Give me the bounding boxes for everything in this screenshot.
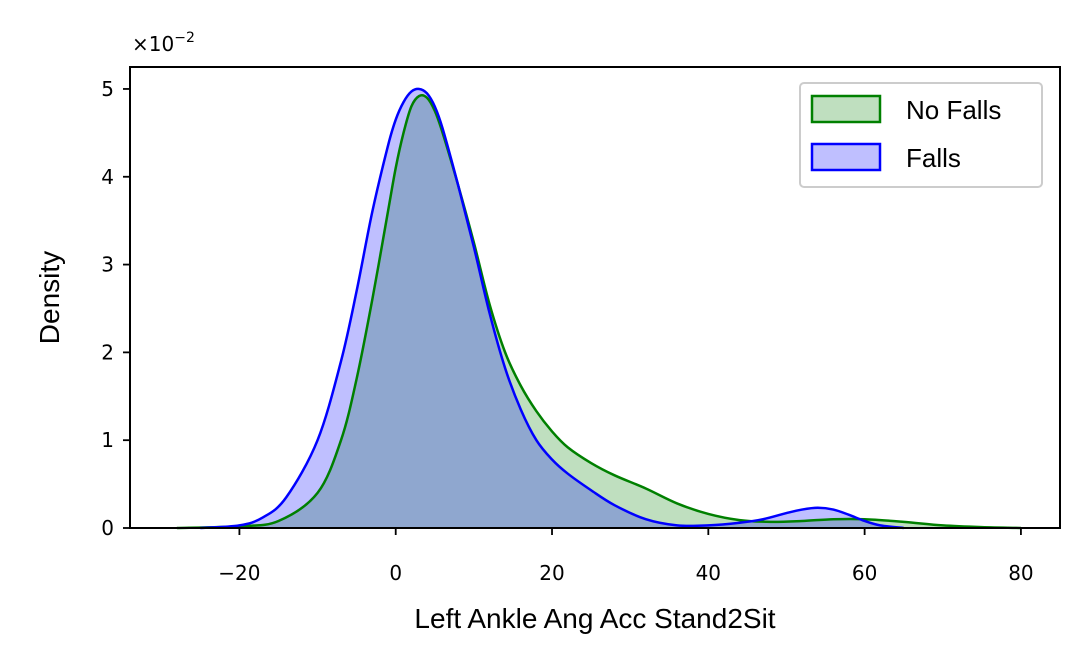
y-tick-label: 2 <box>101 340 114 364</box>
legend-entry-no-falls: No Falls <box>810 94 1001 125</box>
y-tick-label: 1 <box>101 428 114 452</box>
x-tick-label: 60 <box>852 561 877 585</box>
plot-area-frame <box>129 66 1061 529</box>
y-axis-ticks: 0 1 2 3 4 5 <box>101 77 130 540</box>
area-no-falls <box>176 95 1021 528</box>
legend-entries: No Falls Falls <box>810 94 1001 173</box>
y-tick-label: 5 <box>101 77 114 101</box>
legend-label: Falls <box>906 143 961 173</box>
x-tick-label: 40 <box>696 561 721 585</box>
y-scale-offset-base: ×10 <box>132 32 174 56</box>
line-falls <box>200 87 904 530</box>
x-axis-label: Left Ankle Ang Acc Stand2Sit <box>414 603 775 634</box>
legend-swatch <box>810 142 882 172</box>
density-lines <box>176 87 1021 530</box>
y-tick-label: 3 <box>101 253 114 277</box>
x-tick-label: 80 <box>1008 561 1033 585</box>
y-axis-scale-offset: ×10−2 <box>132 30 195 56</box>
x-tick-label: 20 <box>539 561 564 585</box>
x-axis-ticks: −20 0 20 40 60 80 <box>218 528 1034 585</box>
y-tick-label: 0 <box>101 516 114 540</box>
legend-entry-falls: Falls <box>810 142 961 173</box>
y-scale-offset-exponent: −2 <box>174 30 195 46</box>
y-axis-label: Density <box>34 251 65 344</box>
y-tick-label: 4 <box>101 165 114 189</box>
legend: No Falls Falls <box>799 82 1043 188</box>
x-tick-label: −20 <box>218 561 260 585</box>
legend-label: No Falls <box>906 95 1001 125</box>
x-tick-label: 0 <box>389 561 402 585</box>
area-falls <box>200 88 904 528</box>
line-no-falls <box>176 93 1021 530</box>
legend-swatch <box>810 94 882 124</box>
